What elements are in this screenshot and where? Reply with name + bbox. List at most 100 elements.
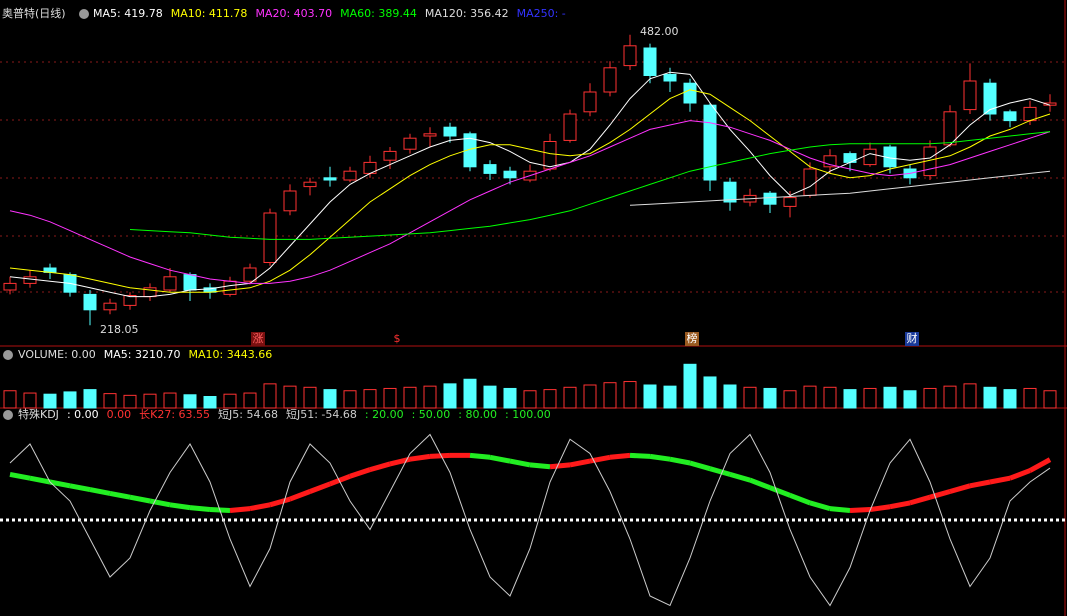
kdj-thick-segment — [569, 458, 591, 468]
kdj-thick-segment — [769, 485, 791, 498]
volume-bar — [903, 390, 917, 409]
kdj-thick-segment — [1028, 457, 1052, 473]
kdj-thick-segment — [109, 490, 131, 500]
legend-item: MA5: 3210.70 — [104, 348, 181, 361]
volume-bar — [323, 389, 337, 409]
legend-item: MA250: - — [517, 7, 566, 20]
candle-body — [483, 164, 497, 174]
legend-item: MA120: 356.42 — [425, 7, 509, 20]
kdj-thick-segment — [929, 489, 951, 500]
kdj-thick-segment — [529, 462, 551, 470]
volume-bar — [823, 386, 837, 409]
volume-bar — [943, 385, 957, 409]
kdj-thick-segment — [9, 471, 31, 481]
candle-body — [803, 168, 817, 196]
volume-bar — [683, 363, 697, 409]
volume-bar — [483, 385, 497, 409]
event-marker-bg — [685, 332, 699, 346]
volume-bar — [843, 389, 857, 409]
volume-bar — [3, 390, 17, 409]
kdj-thick-segment — [29, 475, 51, 485]
kdj-thick-segment — [509, 458, 531, 468]
candle-body — [603, 67, 617, 93]
volume-bar — [63, 391, 77, 409]
candle-body — [403, 137, 417, 150]
menu-icon[interactable] — [3, 410, 13, 420]
candle-body — [83, 293, 97, 311]
menu-icon[interactable] — [3, 350, 13, 360]
volume-bar — [743, 386, 757, 409]
legend-item: : 50.00 — [412, 408, 451, 421]
event-marker: 涨 — [253, 332, 264, 345]
kdj-thick-segment — [849, 507, 871, 513]
kdj-thick-segment — [229, 506, 251, 513]
ma-line — [129, 131, 1051, 240]
volume-bar — [1003, 389, 1017, 409]
volume-bar — [403, 386, 417, 409]
legend-item: : 0.00 — [67, 408, 99, 421]
legend-item: : 20.00 — [365, 408, 404, 421]
candle-body — [123, 295, 137, 306]
volume-bar — [643, 384, 657, 409]
volume-bar — [963, 383, 977, 409]
volume-bar — [803, 385, 817, 409]
volume-bar — [523, 390, 537, 409]
candle-body — [703, 104, 717, 181]
kdj-title: 特殊KDJ — [18, 407, 59, 421]
volume-bar — [983, 386, 997, 409]
kdj-thick-segment — [309, 481, 331, 494]
kdj-thick-segment — [269, 496, 291, 508]
menu-icon[interactable] — [79, 9, 89, 19]
candle-body — [243, 267, 257, 282]
legend-item: MA5: 419.78 — [93, 7, 163, 20]
kdj-thick-segment — [349, 467, 371, 479]
volume-bar — [723, 384, 737, 409]
volume-bar — [203, 396, 217, 409]
kdj-thick-segment — [649, 453, 671, 462]
kdj-thick-segment — [409, 453, 431, 462]
volume-bar — [463, 378, 477, 409]
candle-body — [263, 212, 277, 263]
legend-item: : 100.00 — [505, 408, 551, 421]
ma-line — [9, 89, 1051, 293]
kdj-thick-segment — [149, 498, 171, 508]
low-label: 218.05 — [100, 323, 139, 336]
kdj-thick-segment — [869, 504, 891, 513]
kdj-line — [9, 433, 1051, 607]
volume-bar — [143, 393, 157, 409]
kdj-thick-segment — [689, 460, 711, 472]
legend-item: MA20: 403.70 — [255, 7, 332, 20]
volume-bar — [383, 387, 397, 409]
ma-line — [9, 120, 1051, 284]
legend-item: MA10: 411.78 — [171, 7, 248, 20]
candle-body — [663, 73, 677, 82]
event-marker-bg — [251, 332, 265, 346]
kdj-thick-segment — [609, 452, 631, 460]
volume-title: VOLUME: 0.00 — [18, 348, 96, 361]
candle-body — [383, 150, 397, 161]
volume-bar — [783, 390, 797, 409]
volume-bar — [163, 392, 177, 409]
candle-body — [543, 141, 557, 170]
legend-item: MA60: 389.44 — [340, 7, 417, 20]
candle-body — [723, 181, 737, 203]
volume-bar — [83, 389, 97, 409]
candle-body — [423, 133, 437, 137]
kdj-thick-segment — [489, 454, 511, 464]
volume-bar — [343, 390, 357, 409]
candle-body — [223, 280, 237, 295]
candle-body — [563, 113, 577, 141]
candle-body — [1003, 111, 1017, 122]
volume-bar — [623, 381, 637, 409]
event-marker-bg — [905, 332, 919, 346]
kdj-thick-segment — [909, 494, 931, 506]
volume-bar — [543, 389, 557, 409]
volume-bar — [583, 384, 597, 409]
kdj-thick-segment — [669, 456, 691, 466]
kdj-thick-segment — [829, 506, 851, 513]
volume-bar — [923, 387, 937, 409]
candle-body — [1023, 106, 1037, 122]
legend-item: 短J5: 54.68 — [218, 407, 278, 421]
